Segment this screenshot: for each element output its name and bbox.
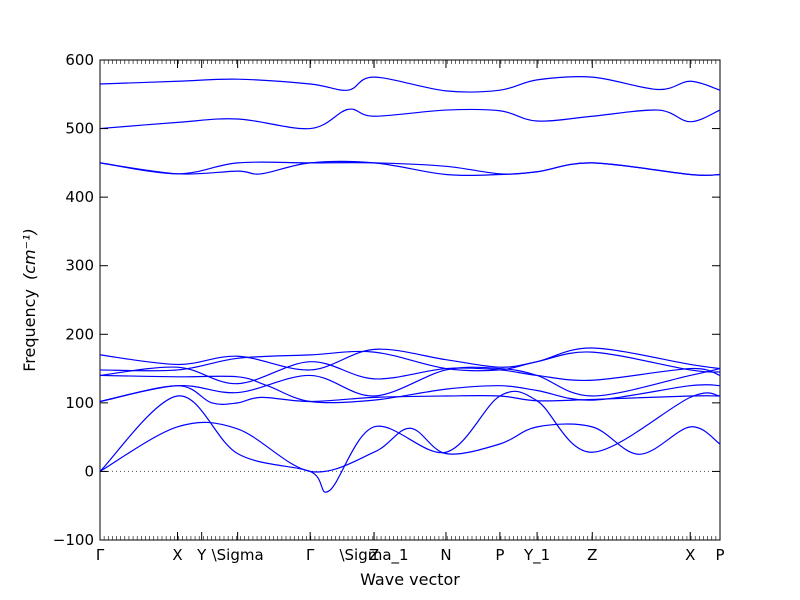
- x-tick-label: P: [495, 546, 504, 564]
- branch-line-7: [99, 361, 721, 385]
- y-tick-label: 500: [65, 120, 94, 138]
- y-tick-label: −100: [53, 531, 94, 549]
- y-tick-label: 400: [65, 188, 94, 206]
- x-tick-label: P: [715, 546, 724, 564]
- branch-line-1: [99, 75, 721, 93]
- branch-line-10: [99, 385, 721, 405]
- x-tick-label: Γ: [306, 546, 315, 564]
- branch-line-8: [99, 366, 721, 403]
- y-tick-label: 600: [65, 51, 94, 69]
- branch-line-4: [99, 160, 721, 177]
- y-tick-label: 300: [65, 257, 94, 275]
- branch-line-12: [99, 421, 721, 473]
- y-tick-layer: −100 0 100 200 300 400 500 600: [53, 51, 720, 549]
- x-tick-label: X: [172, 546, 182, 564]
- x-tick-label: \Sigma: [212, 546, 264, 564]
- y-axis-title-text: Frequency: [20, 289, 39, 372]
- x-tick-label: N: [440, 546, 451, 564]
- x-tick-label: Γ: [96, 546, 105, 564]
- x-tick-label: Z: [587, 546, 597, 564]
- x-tick-label: \Sigma_1: [339, 546, 408, 565]
- y-axis-title-group: Frequency (cm⁻¹): [20, 228, 39, 371]
- branch-line-5: [99, 347, 721, 371]
- x-tick-label: Z: [369, 546, 379, 564]
- y-axis-title: Frequency (cm⁻¹): [20, 228, 39, 371]
- y-tick-label: 0: [84, 462, 94, 480]
- branch-line-11: [99, 390, 721, 493]
- y-tick-label: 200: [65, 325, 94, 343]
- x-tick-label: Y: [196, 546, 207, 564]
- minor-tick-layer: [99, 60, 721, 540]
- branch-line-6: [99, 350, 721, 373]
- branch-line-2: [99, 108, 721, 130]
- x-axis-title: Wave vector: [360, 570, 460, 589]
- x-tick-label: Y_1: [523, 546, 550, 565]
- y-tick-label: 100: [65, 394, 94, 412]
- y-axis-title-unit: (cm⁻¹): [20, 228, 39, 280]
- plot-frame: [99, 59, 721, 541]
- x-tick-label: X: [685, 546, 695, 564]
- series-layer: [99, 75, 721, 493]
- high-symmetry-layer: Γ X Y \Sigma Γ Z\Sigma_1 N P Y_1 Z X P: [96, 60, 725, 565]
